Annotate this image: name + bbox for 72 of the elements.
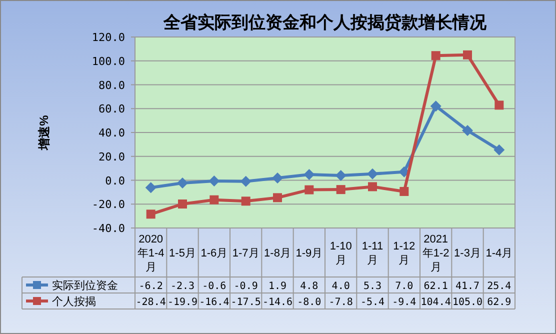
data-label: -5.4 bbox=[360, 297, 385, 308]
x-tick-label: 1-7月 bbox=[232, 248, 260, 260]
y-tick-label: 100.0 bbox=[92, 54, 125, 68]
data-label: 1.9 bbox=[268, 281, 287, 292]
point bbox=[430, 100, 442, 112]
point bbox=[208, 175, 220, 186]
data-label: -9.4 bbox=[392, 297, 416, 308]
point bbox=[494, 100, 504, 110]
point bbox=[335, 170, 346, 181]
data-label: -6.2 bbox=[138, 281, 163, 292]
y-tick-label: 120.0 bbox=[92, 31, 125, 44]
point bbox=[336, 185, 346, 194]
data-label: -0.6 bbox=[202, 281, 226, 292]
point bbox=[210, 195, 219, 204]
point bbox=[368, 182, 377, 192]
y-axis-title: 增速% bbox=[37, 114, 51, 151]
x-tick-label: 1-12月 bbox=[393, 240, 416, 266]
x-tick-label: 1-6月 bbox=[200, 248, 228, 260]
data-label: 62.9 bbox=[487, 297, 512, 308]
point bbox=[304, 185, 314, 194]
point bbox=[178, 200, 187, 209]
y-tick-label: 80.0 bbox=[98, 78, 125, 92]
x-tick-label: 1-5月 bbox=[169, 248, 196, 260]
data-label: -2.3 bbox=[170, 281, 195, 292]
data-label: 5.3 bbox=[363, 281, 382, 292]
point bbox=[272, 172, 283, 184]
legend-label: 个人按揭 bbox=[52, 295, 96, 308]
data-label: -0.9 bbox=[234, 281, 258, 292]
data-label: 41.7 bbox=[455, 281, 480, 292]
point bbox=[367, 168, 378, 180]
data-label: 104.4 bbox=[420, 297, 451, 308]
y-tick-label: 40.0 bbox=[98, 126, 125, 140]
y-tick-label: 20.0 bbox=[98, 150, 125, 164]
x-tick-label: 1-10月 bbox=[330, 240, 352, 266]
point bbox=[494, 144, 505, 156]
data-label: -28.4 bbox=[136, 297, 166, 308]
point bbox=[177, 177, 188, 188]
x-tick-label: 2020年1-4月 bbox=[137, 234, 164, 274]
data-label: 4.0 bbox=[332, 281, 350, 292]
data-label: -16.4 bbox=[199, 297, 230, 308]
x-tick-label: 2021年1-2月 bbox=[422, 234, 450, 274]
data-label: -19.9 bbox=[167, 297, 198, 308]
x-tick-label: 1-11月 bbox=[362, 240, 384, 266]
data-label: -7.8 bbox=[328, 297, 353, 308]
point bbox=[273, 193, 282, 202]
data-label: 105.0 bbox=[452, 297, 483, 308]
point bbox=[400, 186, 409, 196]
data-label: 62.1 bbox=[424, 281, 448, 292]
x-tick-label: 1-3月 bbox=[454, 248, 481, 260]
x-tick-label: 1-4月 bbox=[486, 248, 513, 260]
data-label: 4.8 bbox=[300, 281, 318, 292]
point bbox=[146, 210, 156, 219]
point bbox=[462, 124, 473, 136]
x-tick-label: 1-8月 bbox=[264, 248, 291, 260]
point bbox=[241, 196, 250, 206]
legend-label: 实际到位资金 bbox=[52, 279, 118, 292]
point bbox=[145, 182, 156, 194]
data-label: -14.6 bbox=[262, 297, 293, 308]
point bbox=[304, 169, 315, 180]
y-tick-label: 0.0 bbox=[105, 174, 125, 188]
point bbox=[463, 50, 472, 60]
data-label: 25.4 bbox=[487, 281, 512, 292]
data-label: 7.0 bbox=[395, 281, 414, 292]
data-label: -8.0 bbox=[297, 297, 322, 308]
y-tick-label: -20.0 bbox=[92, 198, 125, 212]
point bbox=[240, 176, 252, 187]
y-tick-label: 60.0 bbox=[98, 102, 125, 116]
point bbox=[431, 51, 440, 60]
chart-title: 全省实际到位资金和个人按揭贷款增长情况 bbox=[162, 13, 488, 32]
data-label: -17.5 bbox=[230, 297, 261, 308]
x-tick-label: 1-9月 bbox=[296, 248, 323, 260]
y-tick-label: -40.0 bbox=[92, 222, 125, 235]
